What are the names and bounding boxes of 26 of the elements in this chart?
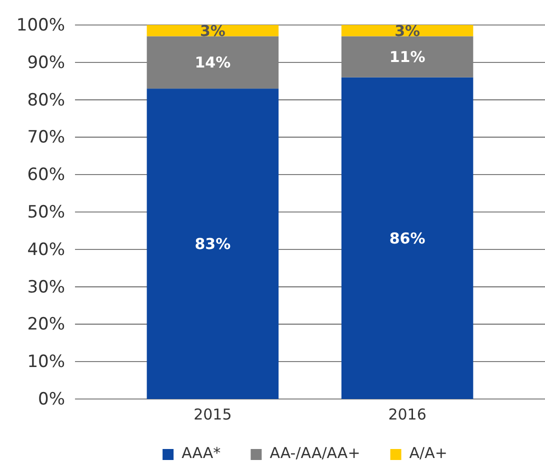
y-tick-label: 50% (27, 202, 65, 222)
y-tick-label: 100% (16, 15, 65, 36)
data-label: 83% (194, 235, 231, 254)
y-tick-label: 20% (27, 314, 65, 335)
y-tick-label: 60% (27, 165, 65, 186)
y-tick-label: 0% (38, 389, 65, 410)
data-label: 3% (394, 22, 420, 40)
legend-label: A/A+ (409, 444, 448, 462)
x-tick-label: 2015 (194, 406, 232, 424)
y-tick-label: 30% (27, 277, 65, 298)
y-tick-label: 90% (27, 52, 65, 73)
x-tick-label: 2016 (388, 406, 426, 424)
bar (341, 77, 474, 399)
y-tick-label: 40% (27, 240, 65, 260)
data-label: 3% (200, 22, 226, 40)
y-tick-label: 70% (27, 128, 65, 148)
data-label: 14% (194, 54, 231, 72)
y-tick-label: 80% (27, 90, 65, 110)
bar (341, 36, 474, 78)
y-tick-label: 10% (27, 352, 65, 372)
bar (146, 88, 279, 399)
bar (146, 36, 279, 89)
legend-label: AA-/AA/AA+ (270, 444, 360, 462)
data-label: 86% (389, 229, 426, 248)
legend-label: AAA* (182, 444, 222, 462)
data-label: 11% (389, 48, 426, 66)
